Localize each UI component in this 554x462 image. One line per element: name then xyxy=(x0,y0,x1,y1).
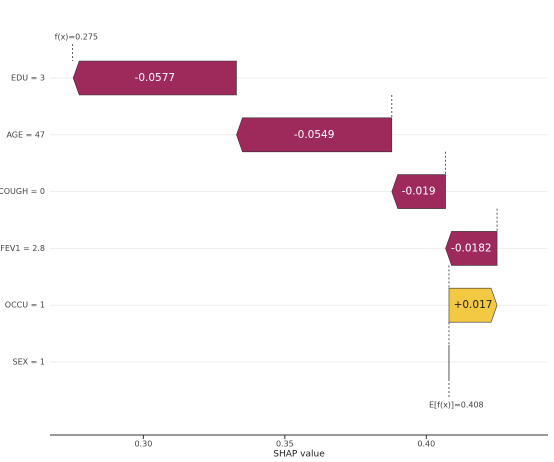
x-tick-label: 0.35 xyxy=(276,440,294,449)
y-tick-label: FEV1 = 2.8 xyxy=(0,244,45,253)
value-label: -0.0549 xyxy=(294,129,335,141)
bar xyxy=(72,60,237,96)
x-axis-label: SHAP value xyxy=(273,450,325,460)
value-label: -0.0182 xyxy=(451,242,492,254)
x-tick-label: 0.40 xyxy=(417,440,435,449)
base-label: E[f(x)]=0.408 xyxy=(429,401,484,410)
y-tick-label: SEX = 1 xyxy=(13,358,46,367)
y-tick-label: OCCU = 1 xyxy=(5,301,45,310)
bar xyxy=(391,174,446,209)
bar xyxy=(445,231,498,266)
x-tick-label: 0.30 xyxy=(134,440,152,449)
y-tick-label: EDU = 3 xyxy=(11,74,45,83)
value-label: +0.017 xyxy=(454,299,493,311)
bar xyxy=(236,117,393,153)
prediction-label: f(x)=0.275 xyxy=(55,33,98,42)
value-label: -0.0577 xyxy=(135,72,176,84)
y-tick-label: AGE = 47 xyxy=(6,130,45,139)
y-tick-label: COUGH = 0 xyxy=(0,187,45,196)
value-label: -0.019 xyxy=(402,186,436,198)
bar xyxy=(448,287,498,323)
